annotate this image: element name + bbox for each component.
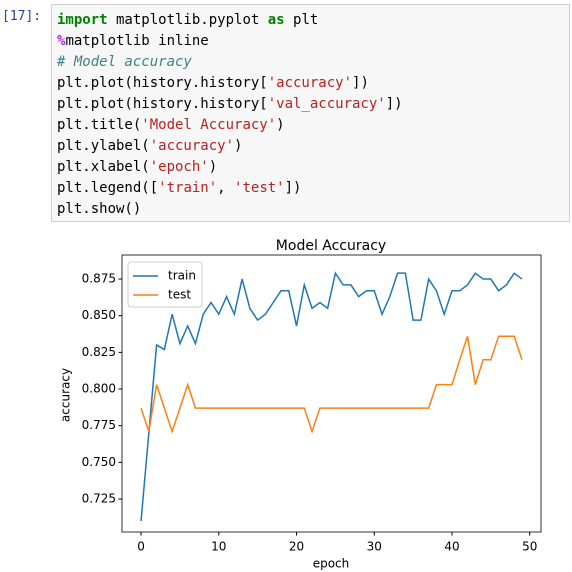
- code-token: ): [276, 117, 285, 133]
- x-tick-label: 50: [522, 540, 537, 554]
- code-token: plt.legend([: [57, 180, 159, 196]
- code-token: ): [234, 138, 243, 154]
- code-token: matplotlib inline: [65, 33, 209, 49]
- code-token: plt.ylabel(: [57, 138, 150, 154]
- code-line: # Model accuracy: [57, 52, 403, 73]
- y-tick-label: 0.775: [82, 418, 116, 432]
- line-series: [140, 335, 523, 434]
- code-token: ]): [385, 96, 403, 112]
- y-tick-label: 0.875: [82, 272, 116, 286]
- code-token: 'val_accuracy': [267, 96, 386, 112]
- code-token: %: [57, 33, 66, 49]
- x-tick-label: 30: [367, 540, 382, 554]
- code-token: matplotlib.pyplot: [107, 12, 268, 28]
- code-line: plt.plot(history.history['val_accuracy']…: [57, 94, 403, 115]
- x-tick-label: 40: [444, 540, 459, 554]
- code-token: ]): [352, 75, 369, 91]
- code: import matplotlib.pyplot as plt %matplotl…: [57, 10, 403, 220]
- y-tick-label: 0.725: [82, 492, 116, 506]
- code-token: 'train': [158, 180, 218, 196]
- code-token: 'accuracy': [149, 138, 235, 154]
- cell-prompt: [17]:: [2, 9, 42, 24]
- chart: Model Accuracy epoch accuracy 0.725 0.750…: [59, 238, 542, 571]
- code-token: plt.show(): [57, 201, 142, 217]
- code-token: 'accuracy': [267, 75, 353, 91]
- code-line: plt.legend(['train', 'test']): [57, 178, 403, 199]
- code-token: ]): [284, 180, 302, 196]
- legend-label: test: [168, 288, 191, 302]
- code-token: import: [57, 12, 108, 28]
- code-token: plt.plot(history.history[: [57, 96, 268, 112]
- x-tick-label: 20: [289, 540, 304, 554]
- y-tick-label: 0.850: [82, 308, 116, 322]
- code-cell[interactable]: import matplotlib.pyplot as plt %matplotl…: [51, 4, 570, 222]
- code-token: # Model accuracy: [57, 54, 192, 70]
- code-token: plt.xlabel(: [57, 159, 150, 175]
- y-axis-label: accuracy: [59, 368, 73, 422]
- code-token: 'test': [234, 180, 285, 196]
- code-line: import matplotlib.pyplot as plt: [57, 10, 403, 31]
- code-line: plt.show(): [57, 199, 403, 220]
- y-tick-label: 0.750: [82, 455, 116, 469]
- code-token: plt.title(: [57, 117, 142, 133]
- code-token: 'Model Accuracy': [141, 117, 277, 133]
- code-line: plt.title('Model Accuracy'): [57, 115, 403, 136]
- code-line: %matplotlib inline: [57, 31, 403, 52]
- code-token: plt: [284, 12, 319, 28]
- x-tick-label: 0: [137, 540, 145, 554]
- code-token: plt.plot(history.history[: [57, 75, 268, 91]
- x-tick-label: 10: [211, 540, 226, 554]
- code-line: plt.xlabel('epoch'): [57, 157, 403, 178]
- x-axis-label: epoch: [313, 557, 350, 571]
- y-tick-label: 0.800: [82, 382, 116, 396]
- code-token: ): [208, 159, 218, 175]
- code-token: 'epoch': [149, 159, 209, 175]
- chart-title: Model Accuracy: [276, 238, 386, 254]
- plot-frame: [121, 254, 542, 533]
- y-tick-label: 0.825: [82, 345, 116, 359]
- code-token: as: [267, 12, 285, 28]
- code-line: plt.plot(history.history['accuracy']): [57, 73, 403, 94]
- legend-label: train: [168, 269, 196, 283]
- code-token: ,: [217, 180, 235, 196]
- code-line: plt.ylabel('accuracy'): [57, 136, 403, 157]
- line-series: [140, 271, 523, 522]
